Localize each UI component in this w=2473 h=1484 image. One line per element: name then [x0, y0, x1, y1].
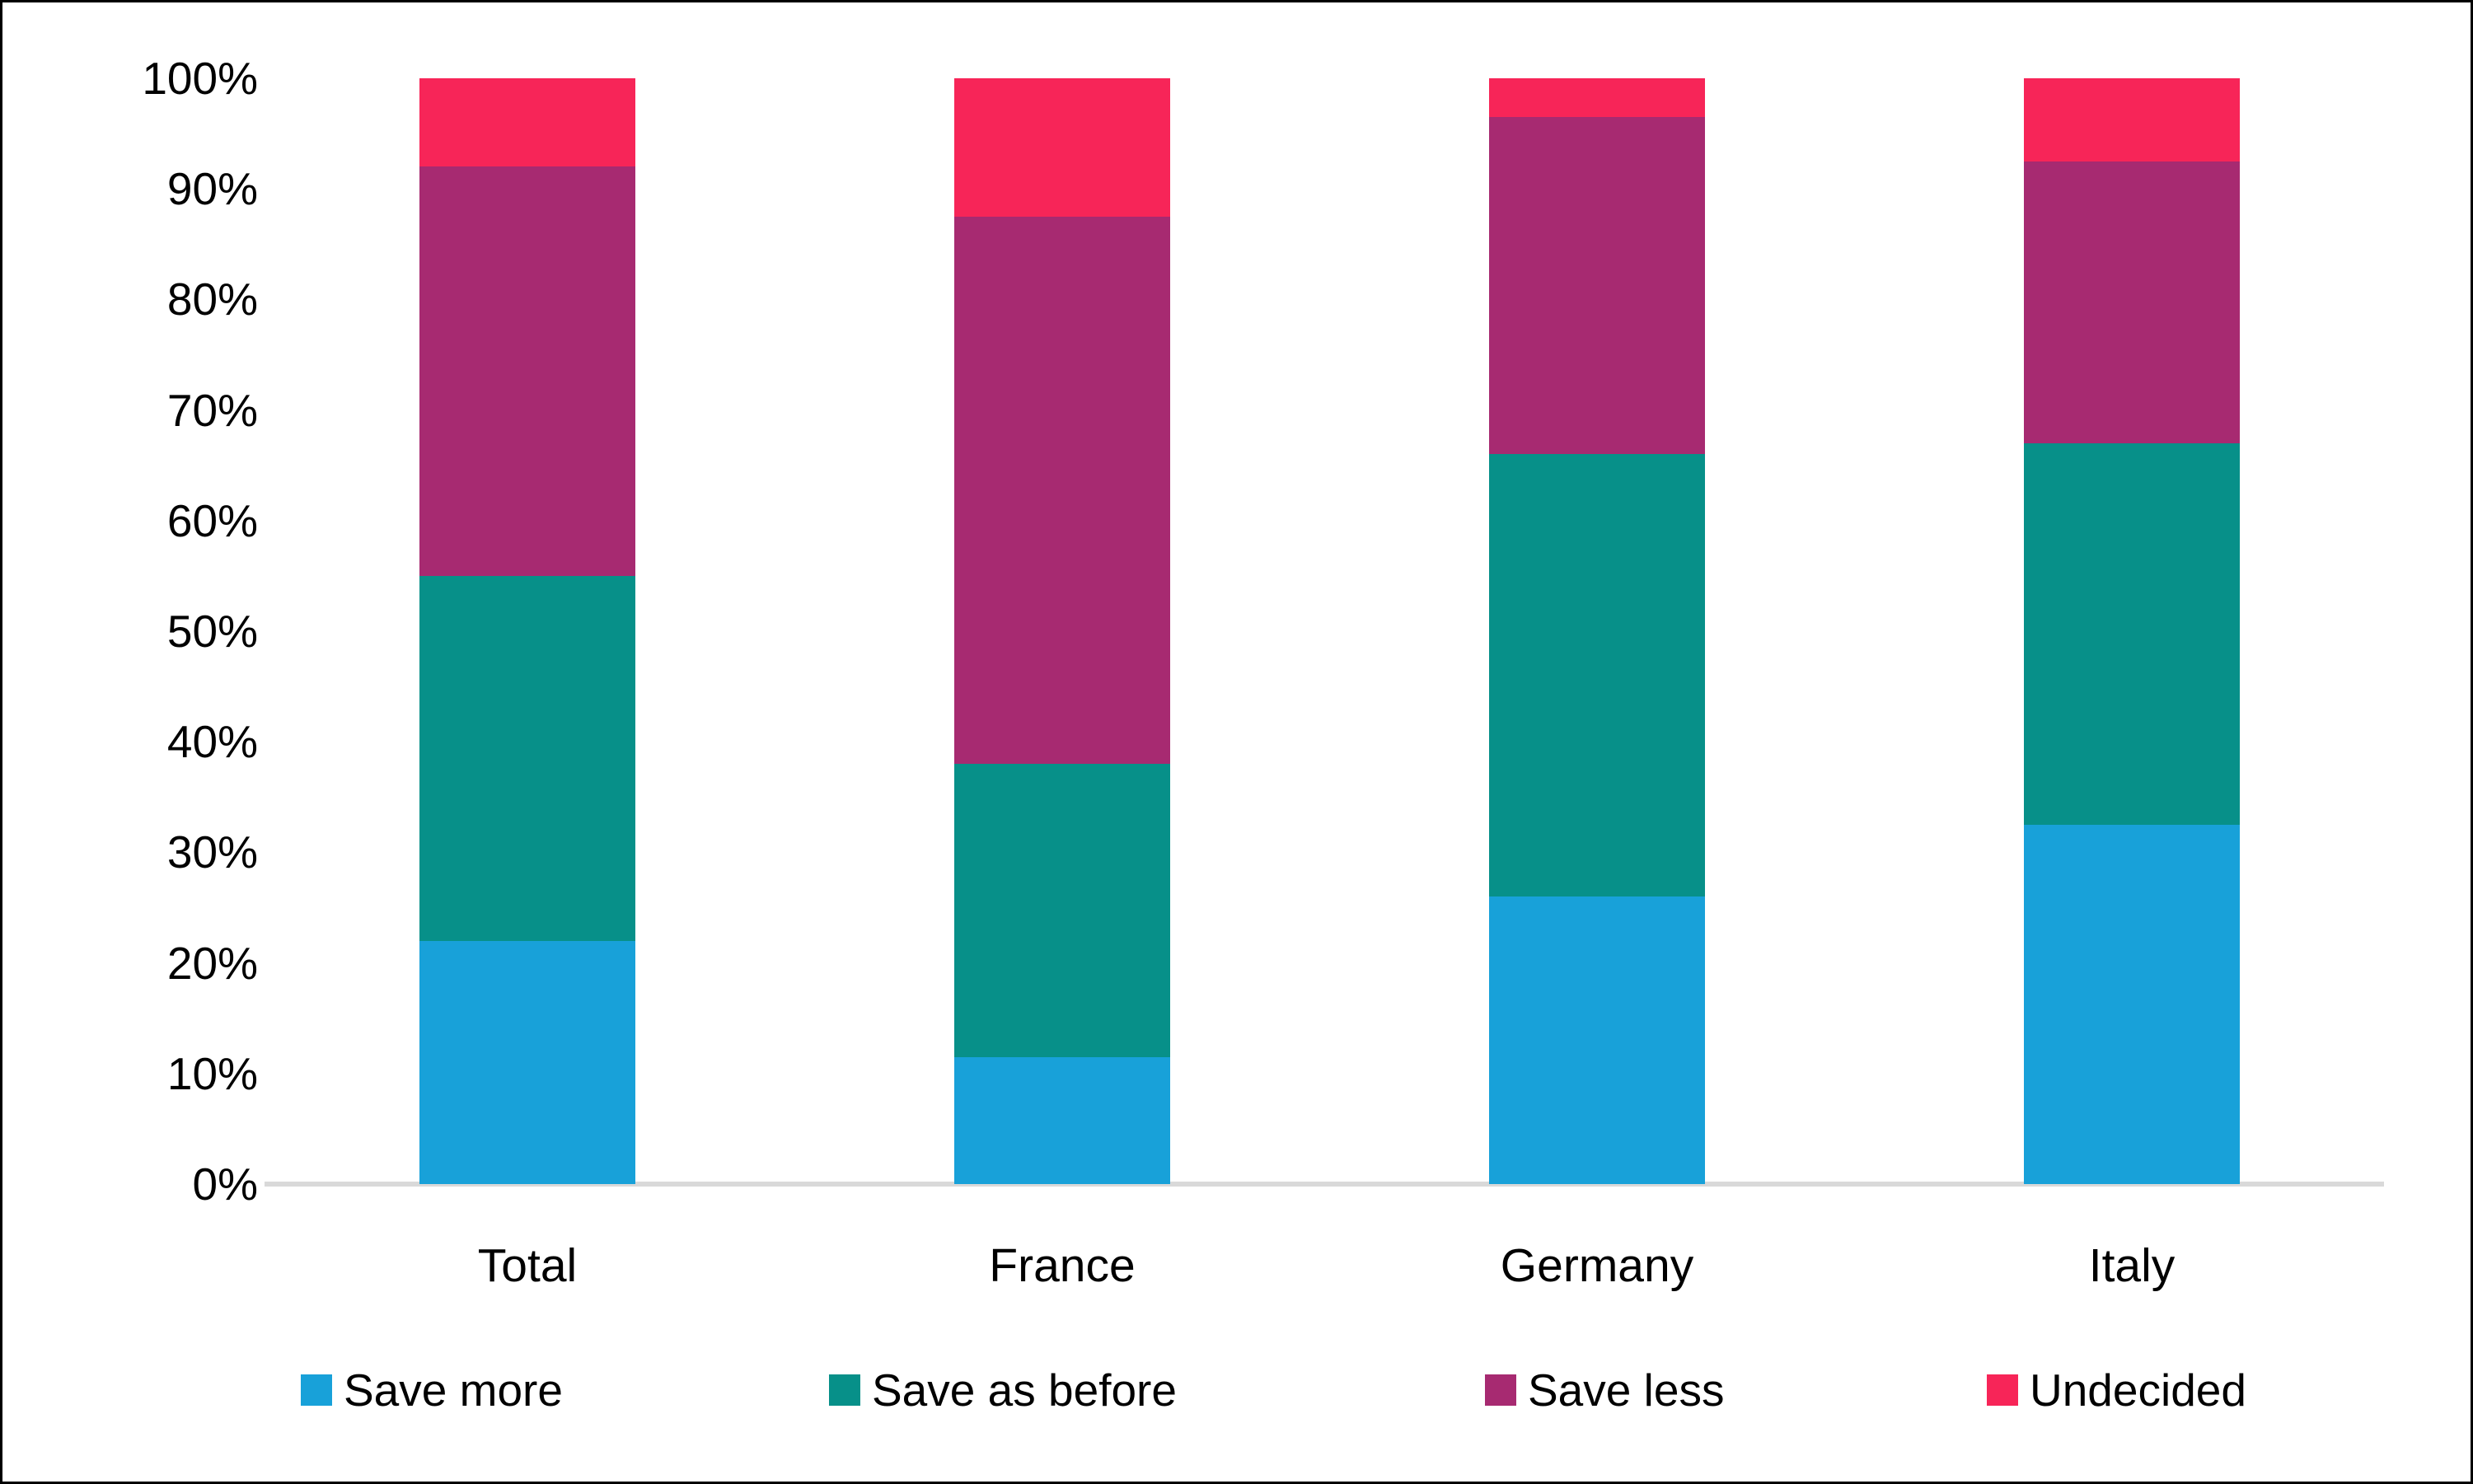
legend-swatch-icon — [829, 1374, 860, 1406]
y-tick-label: 10% — [166, 1047, 258, 1099]
y-tick-label: 70% — [166, 384, 258, 436]
bar-segment-save-less — [2024, 161, 2240, 443]
bar-segment-undecided — [954, 78, 1170, 217]
bar-segment-undecided — [1489, 78, 1705, 117]
legend-item-save-as-before: Save as before — [829, 1364, 1177, 1416]
bar-segment-save-as-before — [419, 575, 635, 941]
legend-swatch-icon — [1987, 1374, 2018, 1406]
category-label-germany: Germany — [1500, 1239, 1694, 1292]
y-tick-label: 100% — [142, 53, 258, 104]
legend-swatch-icon — [301, 1374, 332, 1406]
bar-segment-save-more — [2024, 824, 2240, 1184]
x-axis-line — [265, 1182, 2384, 1187]
legend-swatch-icon — [1485, 1374, 1516, 1406]
bar-segment-save-less — [954, 216, 1170, 765]
plot-area — [274, 78, 2384, 1184]
category-label-france: France — [989, 1239, 1136, 1292]
legend-label: Save more — [344, 1365, 563, 1416]
category-label-italy: Italy — [2088, 1239, 2176, 1292]
y-tick-label: 0% — [192, 1159, 259, 1210]
y-tick-label: 20% — [166, 937, 258, 989]
bar-segment-save-less — [1489, 117, 1705, 455]
y-tick-label: 30% — [166, 826, 258, 878]
legend-label: Save less — [1528, 1365, 1725, 1416]
category-label-total: Total — [477, 1239, 578, 1292]
bar-segment-undecided — [2024, 78, 2240, 162]
bar-segment-save-less — [419, 166, 635, 576]
bar-segment-save-as-before — [1489, 454, 1705, 897]
legend-item-save-less: Save less — [1485, 1364, 1724, 1416]
bar-segment-save-more — [419, 940, 635, 1184]
legend-label: Undecided — [2030, 1365, 2246, 1416]
y-tick-label: 80% — [166, 274, 258, 325]
bar-italy — [2024, 78, 2240, 1184]
y-tick-label: 60% — [166, 494, 258, 546]
y-tick-label: 40% — [166, 716, 258, 768]
bar-segment-save-as-before — [2024, 442, 2240, 825]
bar-segment-save-more — [954, 1056, 1170, 1184]
legend-item-undecided: Undecided — [1987, 1364, 2246, 1416]
bar-segment-save-more — [1489, 896, 1705, 1184]
bar-total — [419, 78, 635, 1184]
y-tick-label: 90% — [166, 163, 258, 215]
y-tick-label: 50% — [166, 606, 258, 657]
legend-item-save-more: Save more — [301, 1364, 563, 1416]
bar-france — [954, 78, 1170, 1184]
bar-segment-save-as-before — [954, 764, 1170, 1057]
legend-label: Save as before — [872, 1365, 1177, 1416]
bar-segment-undecided — [419, 78, 635, 167]
bar-germany — [1489, 78, 1705, 1184]
